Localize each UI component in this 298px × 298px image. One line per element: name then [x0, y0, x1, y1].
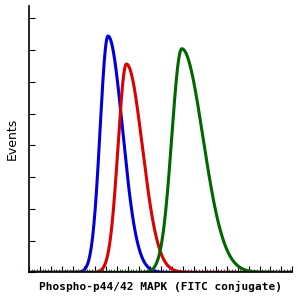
Y-axis label: Events: Events	[6, 118, 18, 160]
X-axis label: Phospho-p44/42 MAPK (FITC conjugate): Phospho-p44/42 MAPK (FITC conjugate)	[39, 281, 282, 292]
